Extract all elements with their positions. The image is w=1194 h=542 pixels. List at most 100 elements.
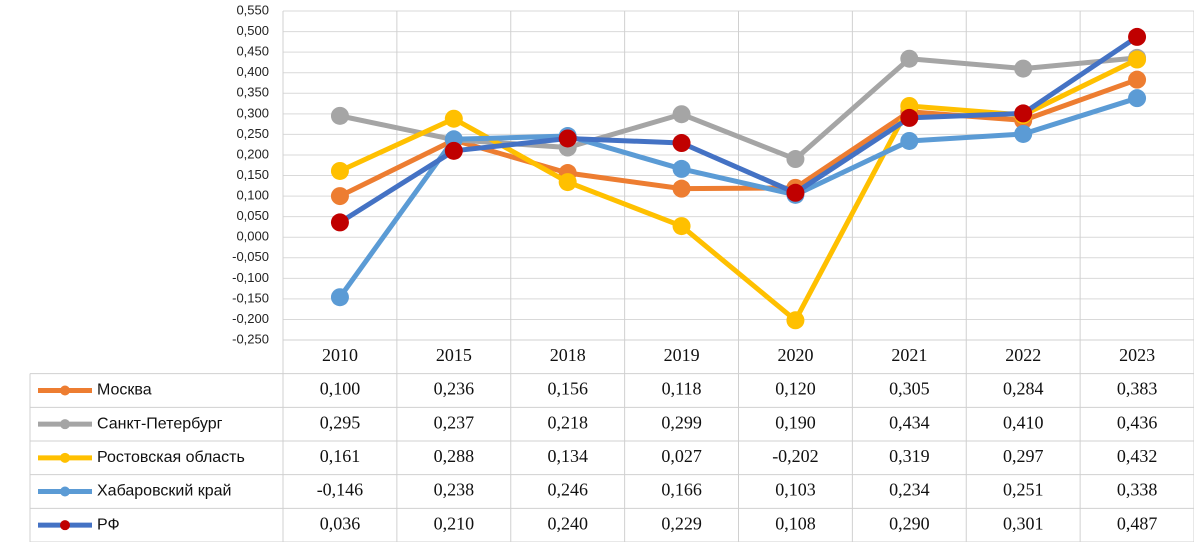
point bbox=[1128, 27, 1147, 46]
point bbox=[558, 129, 577, 148]
table-value: 0,108 bbox=[775, 513, 816, 533]
legend-marker bbox=[60, 419, 70, 430]
table-value: 0,295 bbox=[320, 412, 361, 432]
y-tick-label: 0,550 bbox=[236, 2, 269, 17]
table-value: 0,297 bbox=[1003, 446, 1044, 466]
y-tick-label: 0,100 bbox=[236, 188, 269, 203]
table-value: 0,100 bbox=[320, 379, 361, 399]
legend-label: Ростовская область bbox=[97, 449, 245, 466]
point bbox=[672, 105, 691, 124]
legend-marker bbox=[60, 520, 70, 531]
point bbox=[1128, 50, 1147, 69]
table-value: 0,432 bbox=[1117, 446, 1158, 466]
table-value: 0,487 bbox=[1117, 513, 1158, 533]
table-value: 0,290 bbox=[889, 513, 930, 533]
table-value: 0,383 bbox=[1117, 379, 1158, 399]
point bbox=[444, 109, 463, 128]
point bbox=[330, 106, 349, 125]
x-tick-label: 2021 bbox=[891, 345, 927, 365]
table-value: 0,238 bbox=[434, 480, 475, 500]
point bbox=[672, 179, 691, 198]
series-line bbox=[338, 34, 1139, 225]
x-tick-label: 2019 bbox=[664, 345, 700, 365]
y-tick-label: 0,300 bbox=[236, 105, 269, 120]
legend-label: Москва bbox=[97, 382, 152, 399]
table-value: -0,146 bbox=[317, 480, 364, 500]
table-value: 0,036 bbox=[320, 513, 361, 533]
table-value: 0,234 bbox=[889, 480, 930, 500]
legend-marker bbox=[60, 452, 70, 463]
point bbox=[786, 183, 805, 202]
point bbox=[672, 159, 691, 178]
point bbox=[900, 131, 919, 150]
x-tick-label: 2018 bbox=[550, 345, 586, 365]
legend-label: Санкт-Петербург bbox=[97, 415, 223, 432]
table-value: 0,103 bbox=[775, 480, 816, 500]
table-value: -0,202 bbox=[772, 446, 819, 466]
legend-label: Хабаровский край bbox=[97, 483, 231, 500]
table-value: 0,305 bbox=[889, 379, 930, 399]
legend-marker bbox=[60, 385, 70, 396]
table-value: 0,190 bbox=[775, 412, 816, 432]
table-value: 0,301 bbox=[1003, 513, 1044, 533]
table-value: 0,218 bbox=[547, 412, 588, 432]
y-tick-label: 0,200 bbox=[236, 146, 269, 161]
point bbox=[1128, 70, 1147, 89]
y-tick-label: 0,050 bbox=[236, 208, 269, 223]
y-tick-label: 0,350 bbox=[236, 85, 269, 100]
table-value: 0,161 bbox=[320, 446, 361, 466]
series-line bbox=[338, 77, 1138, 199]
table-value: 0,319 bbox=[889, 446, 930, 466]
point bbox=[330, 213, 349, 232]
point bbox=[1014, 124, 1033, 143]
x-tick-label: 2023 bbox=[1119, 345, 1155, 365]
y-tick-label: 0,500 bbox=[236, 23, 269, 38]
y-tick-label: 0,450 bbox=[236, 44, 269, 59]
y-tick-label: 0,000 bbox=[236, 229, 269, 244]
point bbox=[330, 161, 349, 180]
table-value: 0,299 bbox=[661, 412, 702, 432]
table-value: 0,156 bbox=[547, 379, 588, 399]
point bbox=[672, 217, 691, 236]
point bbox=[444, 141, 463, 160]
table-value: 0,246 bbox=[547, 480, 588, 500]
table-value: 0,027 bbox=[661, 446, 702, 466]
y-tick-label: 0,400 bbox=[236, 64, 269, 79]
point bbox=[330, 187, 349, 206]
table-value: 0,120 bbox=[775, 379, 816, 399]
y-tick-label: -0,050 bbox=[232, 249, 269, 264]
x-tick-label: 2020 bbox=[777, 345, 813, 365]
x-tick-label: 2022 bbox=[1005, 345, 1041, 365]
x-tick-label: 2015 bbox=[436, 345, 472, 365]
point bbox=[672, 134, 691, 153]
table-value: 0,410 bbox=[1003, 412, 1044, 432]
table-value: 0,338 bbox=[1117, 480, 1158, 500]
point bbox=[1014, 59, 1033, 78]
point bbox=[330, 288, 349, 307]
point bbox=[1128, 89, 1147, 108]
point bbox=[558, 173, 577, 192]
table-value: 0,288 bbox=[434, 446, 475, 466]
table-value: 0,237 bbox=[434, 412, 475, 432]
table-value: 0,210 bbox=[434, 513, 475, 533]
y-tick-label: -0,100 bbox=[232, 270, 269, 285]
table-value: 0,134 bbox=[547, 446, 588, 466]
legend-marker bbox=[60, 486, 70, 497]
table-value: 0,251 bbox=[1003, 480, 1044, 500]
y-tick-label: 0,150 bbox=[236, 167, 269, 182]
table-value: 0,236 bbox=[434, 379, 475, 399]
table-value: 0,229 bbox=[661, 513, 702, 533]
table-value: 0,240 bbox=[547, 513, 588, 533]
y-tick-label: -0,250 bbox=[232, 331, 269, 346]
y-tick-label: 0,250 bbox=[236, 126, 269, 141]
table-value: 0,436 bbox=[1117, 412, 1158, 432]
point bbox=[900, 49, 919, 68]
y-tick-label: -0,200 bbox=[232, 311, 269, 326]
legend-label: РФ bbox=[97, 516, 120, 533]
point bbox=[786, 150, 805, 169]
point bbox=[900, 108, 919, 127]
table-value: 0,118 bbox=[662, 379, 702, 399]
y-tick-label: -0,150 bbox=[232, 290, 269, 305]
series-line bbox=[337, 95, 1138, 299]
